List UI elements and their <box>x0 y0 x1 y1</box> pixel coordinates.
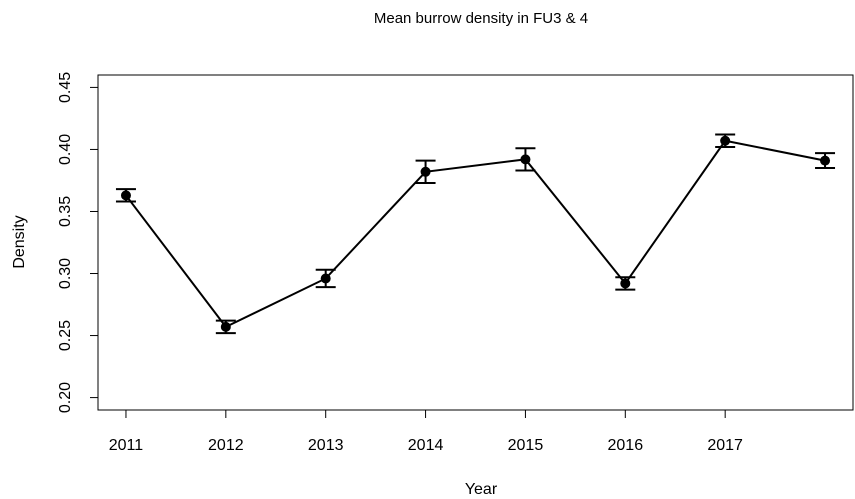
x-axis-label: Year <box>465 481 498 498</box>
point <box>820 155 831 166</box>
y-tick-label: 0.20 <box>57 382 74 413</box>
chart-title: Mean burrow density in FU3 & 4 <box>374 10 588 27</box>
y-tick-label: 0.40 <box>57 134 74 165</box>
x-tick-label: 2016 <box>608 437 644 454</box>
y-tick-label: 0.35 <box>57 196 74 227</box>
point <box>120 190 131 201</box>
plot-box <box>97 74 854 411</box>
x-tick-label: 2011 <box>109 437 144 454</box>
y-tick-label: 0.25 <box>57 320 74 351</box>
point <box>320 273 331 284</box>
point <box>420 166 431 177</box>
point <box>620 278 631 289</box>
data-line <box>125 139 826 329</box>
x-tick-label: 2015 <box>508 437 544 454</box>
y-tick-label: 0.30 <box>57 258 74 289</box>
x-tick-label: 2012 <box>208 437 244 454</box>
x-tick-label: 2017 <box>707 437 743 454</box>
x-tick-label: 2013 <box>308 437 344 454</box>
point <box>520 154 531 165</box>
y-tick-label: 0.45 <box>57 72 74 103</box>
point <box>720 135 731 146</box>
x-tick-label: 2014 <box>408 437 444 454</box>
y-axis-label: Density <box>11 215 28 268</box>
point <box>220 321 231 332</box>
